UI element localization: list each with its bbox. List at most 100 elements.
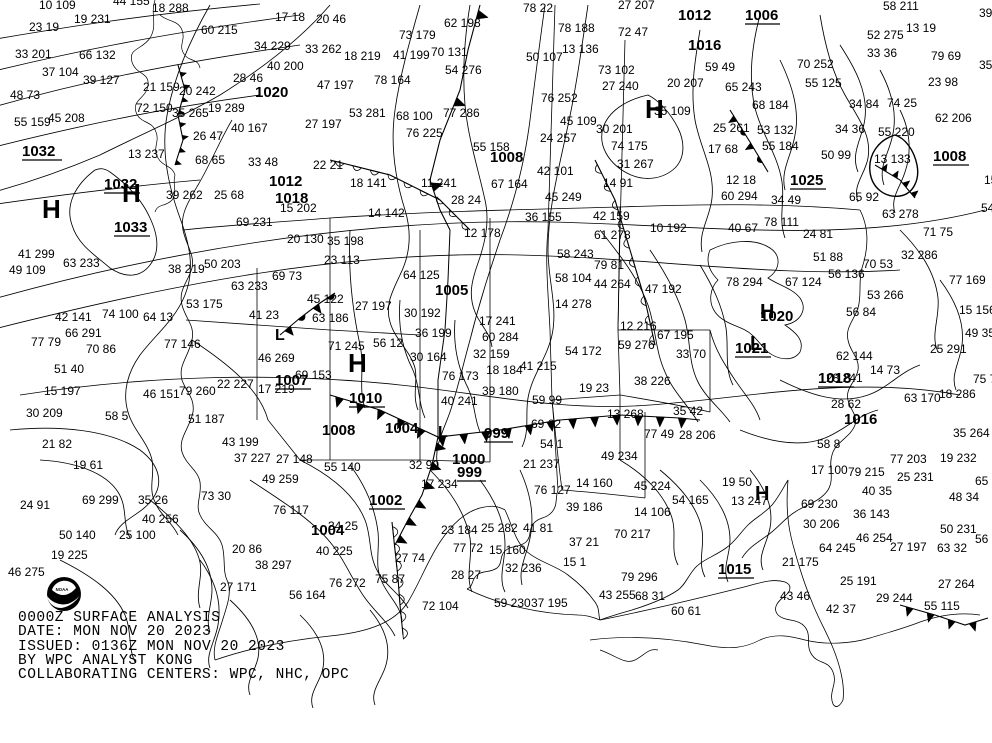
- svg-text:79 215: 79 215: [848, 465, 885, 479]
- svg-text:69 73: 69 73: [272, 269, 302, 283]
- svg-text:14 160: 14 160: [576, 476, 613, 490]
- svg-text:67 124: 67 124: [785, 275, 822, 289]
- svg-text:10 109: 10 109: [39, 0, 76, 12]
- svg-text:17 234: 17 234: [421, 477, 458, 491]
- svg-text:43 46: 43 46: [780, 589, 810, 603]
- svg-text:18 184: 18 184: [486, 363, 523, 377]
- svg-text:27 264: 27 264: [938, 577, 975, 591]
- svg-text:76 173: 76 173: [442, 369, 479, 383]
- svg-text:53 281: 53 281: [349, 106, 386, 120]
- svg-text:41 215: 41 215: [520, 359, 557, 373]
- svg-text:12 178: 12 178: [464, 226, 501, 240]
- svg-text:1008: 1008: [933, 148, 966, 165]
- svg-text:48 73: 48 73: [10, 88, 40, 102]
- svg-text:1016: 1016: [844, 411, 877, 428]
- svg-text:999: 999: [457, 464, 482, 481]
- svg-text:15 102: 15 102: [984, 173, 992, 187]
- svg-text:14 106: 14 106: [634, 505, 671, 519]
- svg-text:40 167: 40 167: [231, 121, 268, 135]
- svg-text:73 102: 73 102: [598, 63, 635, 77]
- svg-text:25 261: 25 261: [713, 121, 750, 135]
- svg-text:15 197: 15 197: [44, 384, 81, 398]
- svg-text:27 197: 27 197: [890, 540, 927, 554]
- svg-text:40 241: 40 241: [441, 394, 478, 408]
- svg-text:41 81: 41 81: [523, 521, 553, 535]
- svg-text:35 265: 35 265: [172, 106, 209, 120]
- svg-text:30 206: 30 206: [803, 517, 840, 531]
- svg-text:53 266: 53 266: [867, 288, 904, 302]
- svg-text:35 198: 35 198: [327, 234, 364, 248]
- svg-text:46 275: 46 275: [8, 565, 45, 579]
- svg-text:55 184: 55 184: [762, 139, 799, 153]
- svg-text:1005: 1005: [435, 282, 468, 299]
- svg-text:17 241: 17 241: [479, 314, 516, 328]
- svg-text:21 159: 21 159: [143, 80, 180, 94]
- svg-text:24 81: 24 81: [803, 227, 833, 241]
- svg-text:33 262: 33 262: [305, 42, 342, 56]
- svg-text:21 175: 21 175: [782, 555, 819, 569]
- svg-text:77 49: 77 49: [644, 427, 674, 441]
- svg-text:33 48: 33 48: [248, 155, 278, 169]
- svg-text:66 132: 66 132: [79, 48, 116, 62]
- svg-text:67 164: 67 164: [491, 177, 528, 191]
- svg-text:76 252: 76 252: [541, 91, 578, 105]
- svg-text:35 26: 35 26: [138, 493, 168, 507]
- svg-text:13 133: 13 133: [874, 152, 911, 166]
- svg-text:37 104: 37 104: [42, 65, 79, 79]
- svg-text:13 136: 13 136: [562, 42, 599, 56]
- svg-text:66 291: 66 291: [65, 326, 102, 340]
- svg-text:40 256: 40 256: [142, 512, 179, 526]
- svg-text:20 86: 20 86: [232, 542, 262, 556]
- svg-text:41 199: 41 199: [393, 48, 430, 62]
- svg-text:55 115: 55 115: [924, 599, 960, 613]
- svg-text:55 159: 55 159: [14, 115, 51, 129]
- svg-text:33 201: 33 201: [15, 47, 52, 61]
- svg-text:55 140: 55 140: [324, 460, 361, 474]
- svg-text:65 92: 65 92: [849, 190, 879, 204]
- svg-text:33 70: 33 70: [676, 347, 706, 361]
- svg-text:40 225: 40 225: [316, 544, 353, 558]
- svg-text:1010: 1010: [349, 390, 382, 407]
- svg-text:11 241: 11 241: [421, 176, 457, 190]
- svg-text:60 294: 60 294: [721, 189, 758, 203]
- svg-text:27 74: 27 74: [395, 551, 425, 565]
- svg-text:41 299: 41 299: [18, 247, 55, 261]
- svg-text:70 131: 70 131: [431, 45, 468, 59]
- svg-text:40 200: 40 200: [267, 59, 304, 73]
- svg-text:46 254: 46 254: [856, 531, 893, 545]
- svg-text:63 233: 63 233: [63, 256, 100, 270]
- svg-text:24 91: 24 91: [20, 498, 50, 512]
- svg-text:61 278: 61 278: [594, 228, 631, 242]
- svg-text:28 46: 28 46: [233, 71, 263, 85]
- svg-text:1002: 1002: [369, 492, 402, 509]
- svg-text:56 164: 56 164: [289, 588, 326, 602]
- svg-text:69 62: 69 62: [531, 417, 561, 431]
- svg-text:56 136: 56 136: [828, 267, 865, 281]
- svg-text:25 68: 25 68: [214, 188, 244, 202]
- svg-text:64 245: 64 245: [819, 541, 856, 555]
- svg-text:23 19: 23 19: [29, 20, 59, 34]
- svg-text:19 50: 19 50: [722, 475, 752, 489]
- svg-text:51 187: 51 187: [188, 412, 225, 426]
- svg-text:18 288: 18 288: [152, 1, 189, 15]
- svg-text:54 172: 54 172: [565, 344, 602, 358]
- svg-text:1016: 1016: [688, 37, 721, 54]
- svg-text:79 81: 79 81: [594, 258, 624, 272]
- svg-text:78 164: 78 164: [374, 73, 411, 87]
- svg-text:50 99: 50 99: [821, 148, 851, 162]
- svg-text:45 122: 45 122: [307, 292, 344, 306]
- svg-text:58 211: 58 211: [883, 0, 919, 13]
- svg-text:14 91: 14 91: [603, 176, 633, 190]
- svg-text:20 46: 20 46: [316, 12, 346, 26]
- svg-text:63 233: 63 233: [231, 279, 268, 293]
- svg-text:74 175: 74 175: [611, 139, 648, 153]
- svg-text:38 219: 38 219: [168, 262, 205, 276]
- svg-text:1020: 1020: [255, 84, 288, 101]
- svg-text:15 160: 15 160: [489, 543, 526, 557]
- svg-text:45 224: 45 224: [634, 479, 671, 493]
- svg-text:15 1: 15 1: [563, 555, 587, 569]
- svg-text:28 24: 28 24: [451, 193, 481, 207]
- svg-text:72 47: 72 47: [618, 25, 648, 39]
- svg-text:77 169: 77 169: [949, 273, 986, 287]
- svg-text:13 237: 13 237: [128, 147, 165, 161]
